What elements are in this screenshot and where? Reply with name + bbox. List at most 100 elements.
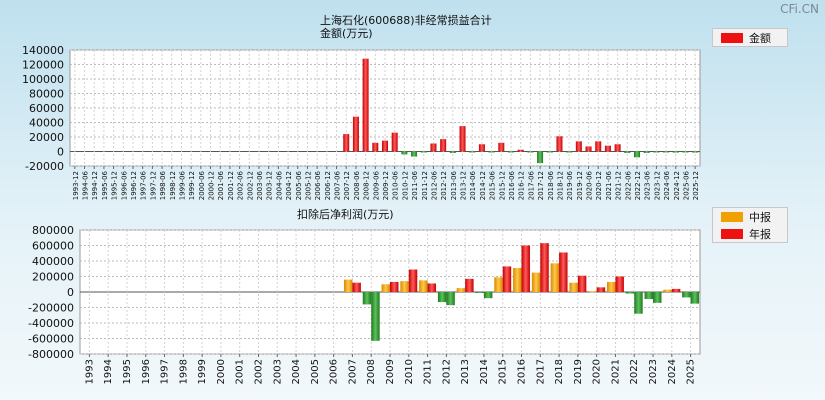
x-tick-label: 2006 bbox=[329, 359, 340, 384]
bar bbox=[575, 141, 582, 152]
bar bbox=[372, 142, 379, 152]
bar bbox=[381, 284, 390, 292]
x-tick-label: 2021 bbox=[610, 359, 621, 384]
x-tick-label: 2006-12 bbox=[324, 171, 332, 200]
x-tick-label: 1995-12 bbox=[111, 171, 119, 200]
x-tick-label: 1993 bbox=[84, 359, 95, 384]
x-tick-label: 1998 bbox=[178, 359, 189, 384]
bar bbox=[483, 292, 493, 299]
bar bbox=[537, 151, 544, 164]
x-tick-label: 2024-12 bbox=[673, 171, 681, 200]
x-tick-label: 2017-06 bbox=[527, 170, 535, 200]
bar bbox=[633, 151, 641, 158]
y-tick-label: 80000 bbox=[29, 88, 64, 101]
x-tick-label: 1997-12 bbox=[149, 171, 157, 200]
bar bbox=[391, 132, 398, 152]
y-tick-label: -800000 bbox=[28, 348, 74, 361]
bar bbox=[607, 281, 616, 292]
bar bbox=[527, 151, 534, 153]
y-tick-label: -200000 bbox=[28, 302, 74, 315]
x-tick-label: 2003 bbox=[272, 359, 283, 384]
x-tick-label: 2016 bbox=[517, 359, 528, 384]
bar bbox=[408, 269, 418, 292]
bar bbox=[419, 280, 428, 292]
y-tick-label: 100000 bbox=[22, 73, 64, 86]
x-tick-label: 1996 bbox=[141, 359, 152, 384]
x-tick-label: 2004 bbox=[291, 359, 302, 384]
bar bbox=[494, 277, 503, 292]
x-tick-label: 1996-06 bbox=[120, 170, 128, 200]
x-tick-label: 2001-12 bbox=[227, 171, 235, 200]
bar bbox=[559, 252, 568, 292]
x-tick-label: 2022 bbox=[629, 359, 640, 384]
x-tick-label: 2009 bbox=[385, 359, 396, 384]
bar bbox=[634, 292, 643, 314]
legend-label-annual: 年报 bbox=[749, 227, 771, 241]
x-tick-label: 2022-12 bbox=[634, 171, 642, 200]
bar bbox=[400, 281, 409, 292]
bar bbox=[663, 151, 670, 153]
chart2-title: 扣除后净利润(万元) bbox=[297, 208, 394, 221]
x-tick-label: 1999-06 bbox=[178, 170, 186, 200]
bar bbox=[437, 292, 447, 303]
bar bbox=[507, 151, 515, 153]
bar bbox=[390, 281, 399, 292]
y-tick-label: 200000 bbox=[32, 271, 74, 284]
y-tick-label: 20000 bbox=[29, 131, 64, 144]
bar bbox=[478, 144, 485, 152]
x-tick-label: 2023-06 bbox=[644, 170, 652, 200]
bar bbox=[604, 145, 611, 152]
x-tick-label: 2024 bbox=[667, 359, 678, 384]
bar bbox=[663, 289, 672, 292]
x-tick-label: 2014-06 bbox=[469, 170, 477, 200]
x-tick-label: 2025 bbox=[686, 359, 697, 384]
x-tick-label: 2007 bbox=[347, 359, 358, 384]
x-tick-label: 2019 bbox=[573, 359, 584, 384]
bar bbox=[595, 141, 602, 152]
x-tick-label: 1997-06 bbox=[140, 170, 148, 200]
x-tick-label: 2000-12 bbox=[208, 171, 216, 200]
x-tick-label: 2009-12 bbox=[382, 171, 390, 200]
legend-item-annual: 年报 bbox=[713, 225, 787, 242]
x-tick-label: 2024-06 bbox=[663, 170, 671, 200]
x-tick-label: 1994 bbox=[103, 359, 114, 384]
bar bbox=[498, 142, 505, 152]
x-tick-label: 2020-12 bbox=[595, 171, 603, 200]
x-tick-label: 2001 bbox=[235, 359, 246, 384]
chart1-legend: 金额 bbox=[712, 28, 788, 47]
bar bbox=[343, 134, 350, 152]
y-tick-label: 800000 bbox=[32, 224, 74, 237]
x-tick-label: 2004-06 bbox=[275, 170, 283, 200]
legend-swatch-annual bbox=[721, 228, 743, 239]
y-tick-label: 600000 bbox=[32, 240, 74, 253]
bar bbox=[556, 136, 563, 152]
x-tick-label: 2018-06 bbox=[547, 170, 555, 200]
bar bbox=[615, 276, 624, 292]
bar bbox=[362, 292, 372, 305]
bar bbox=[566, 151, 573, 153]
legend-item-interim: 中报 bbox=[713, 208, 787, 225]
x-tick-label: 2003-12 bbox=[266, 171, 274, 200]
x-tick-label: 2021-06 bbox=[605, 170, 613, 200]
chart1-title: 上海石化(600688)非经常损益合计 bbox=[320, 14, 492, 27]
x-tick-label: 2004-12 bbox=[285, 171, 293, 200]
watermark: CFi.CN bbox=[780, 2, 819, 16]
x-tick-label: 2016-12 bbox=[518, 171, 526, 200]
x-tick-label: 2010-12 bbox=[401, 171, 409, 200]
bar bbox=[546, 151, 553, 153]
bar bbox=[692, 151, 699, 153]
bar bbox=[446, 292, 455, 306]
x-tick-label: 2021-12 bbox=[615, 171, 623, 200]
legend-item-amount: 金额 bbox=[713, 29, 787, 46]
x-tick-label: 2008-12 bbox=[363, 171, 371, 200]
x-tick-label: 2002-12 bbox=[246, 171, 254, 200]
x-tick-label: 2000-06 bbox=[198, 170, 206, 200]
bar bbox=[449, 151, 456, 153]
chart1-subtitle: 金额(万元) bbox=[320, 27, 373, 40]
x-tick-label: 1995 bbox=[122, 359, 133, 384]
legend-label-amount: 金额 bbox=[749, 31, 771, 45]
bar bbox=[465, 278, 474, 292]
x-tick-label: 2015-06 bbox=[489, 170, 497, 200]
bar bbox=[456, 288, 466, 292]
